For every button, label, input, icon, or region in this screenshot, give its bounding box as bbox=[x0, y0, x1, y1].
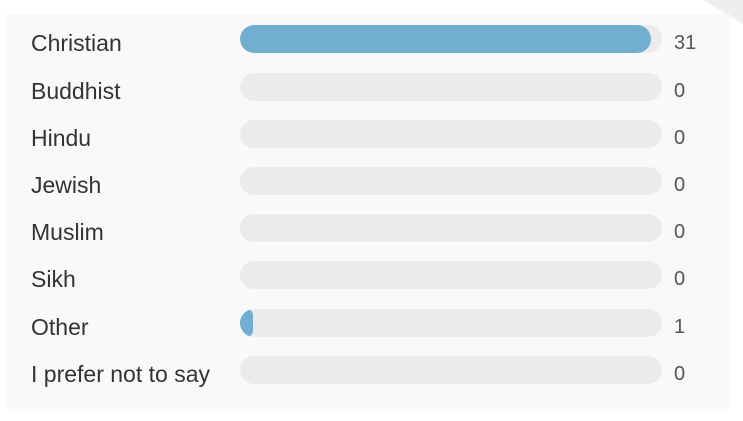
poll-option-count: 0 bbox=[674, 80, 686, 102]
poll-option-row: Christian 31 bbox=[6, 19, 730, 67]
poll-option-bar-track bbox=[240, 356, 662, 384]
poll-option-bar-track bbox=[240, 73, 662, 101]
poll-option-label: Sikh bbox=[31, 266, 76, 292]
poll-option-bar-fill bbox=[240, 25, 652, 53]
poll-option-count: 0 bbox=[674, 363, 686, 385]
poll-option-label: Hindu bbox=[31, 125, 92, 151]
poll-option-bar-fill bbox=[240, 309, 253, 337]
poll-option-label: Muslim bbox=[31, 219, 104, 245]
poll-option-row: Sikh 0 bbox=[6, 255, 730, 303]
poll-option-label: I prefer not to say bbox=[31, 361, 210, 387]
poll-option-row: Buddhist 0 bbox=[6, 67, 730, 115]
poll-option-row: Other 1 bbox=[6, 303, 730, 351]
poll-option-bar-track bbox=[240, 167, 662, 195]
poll-option-count: 0 bbox=[674, 127, 686, 149]
poll-results-panel: Christian 31 Buddhist 0 Hindu 0 Jewish 0 Muslim 0… bbox=[6, 14, 730, 409]
poll-option-row: Hindu 0 bbox=[6, 114, 730, 162]
poll-option-row: Muslim 0 bbox=[6, 208, 730, 256]
poll-option-count: 1 bbox=[674, 316, 686, 338]
poll-option-count: 0 bbox=[674, 221, 686, 243]
poll-option-count: 0 bbox=[674, 174, 686, 196]
poll-option-count: 31 bbox=[674, 32, 697, 54]
poll-option-label: Christian bbox=[31, 30, 122, 56]
poll-option-label: Buddhist bbox=[31, 78, 121, 104]
poll-option-row: I prefer not to say 0 bbox=[6, 350, 730, 398]
poll-option-label: Other bbox=[31, 314, 89, 340]
poll-option-bar-track bbox=[240, 214, 662, 242]
poll-option-label: Jewish bbox=[31, 172, 102, 198]
poll-option-row: Jewish 0 bbox=[6, 161, 730, 209]
poll-option-bar-track bbox=[240, 261, 662, 289]
poll-option-bar-track bbox=[240, 25, 662, 53]
poll-option-bar-track bbox=[240, 120, 662, 148]
poll-option-count: 0 bbox=[674, 268, 686, 290]
poll-option-bar-track bbox=[240, 309, 662, 337]
